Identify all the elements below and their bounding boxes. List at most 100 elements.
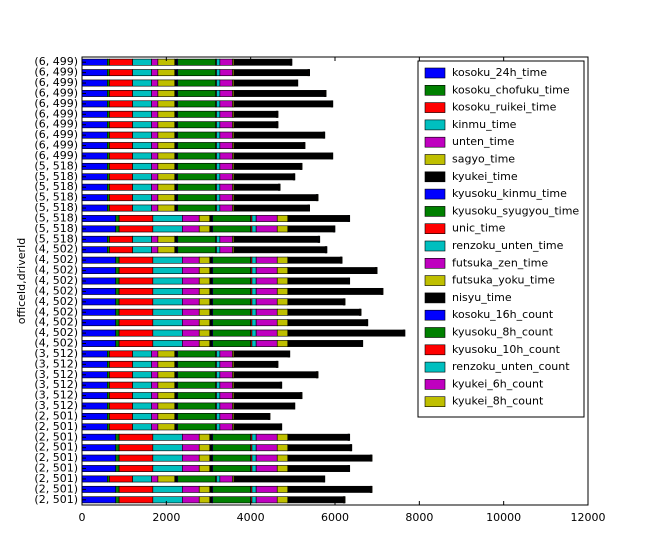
bar-segment (152, 298, 183, 306)
bar-segment (132, 110, 152, 118)
bar-segment (115, 308, 120, 316)
bar-segment (212, 319, 251, 327)
bar-segment (198, 340, 211, 347)
bar-segment (216, 79, 221, 87)
bar-segment (152, 444, 183, 452)
bar-segment (251, 298, 257, 306)
bar-segment (255, 485, 278, 493)
bar-segment (233, 69, 309, 77)
bar-segment (151, 69, 159, 77)
bar-segment (216, 90, 221, 97)
bar-segment (81, 256, 117, 264)
bar-segment (209, 225, 213, 233)
bar-segment (132, 69, 152, 77)
bar-segment (212, 215, 251, 222)
bar-segment (209, 340, 213, 347)
bar-segment (157, 194, 176, 202)
legend-swatch (424, 292, 446, 304)
legend-swatch (424, 119, 446, 131)
bar-segment (198, 277, 211, 285)
bar-segment (107, 183, 110, 191)
bar-segment (219, 152, 233, 160)
bar-segment (287, 465, 349, 472)
bar-segment (81, 267, 117, 275)
bar-segment (216, 402, 221, 410)
bar-segment (177, 79, 216, 87)
bar-segment (151, 162, 159, 170)
bar-segment (287, 340, 362, 347)
legend-swatch (424, 257, 446, 269)
y-tick-label: (3, 512) (34, 368, 78, 381)
bar-segment (177, 392, 216, 400)
bar-segment (81, 433, 117, 441)
bar-segment (219, 350, 233, 358)
bar-segment (216, 152, 221, 160)
bar-segment (177, 413, 216, 420)
bar-segment (151, 79, 159, 87)
bar-segment (216, 69, 221, 77)
bar-segment (182, 454, 200, 462)
bar-segment (216, 392, 221, 400)
bar-segment (182, 465, 200, 472)
bar-segment (233, 79, 297, 87)
bar-segment (174, 100, 178, 108)
bar-segment (177, 58, 216, 66)
bar-segment (209, 287, 213, 295)
bar-segment (152, 267, 183, 275)
bar-segment (107, 152, 110, 160)
bar-segment (177, 371, 216, 379)
bar-segment (132, 142, 152, 149)
bar-segment (276, 329, 289, 337)
bar-segment (216, 381, 221, 389)
legend-swatch (424, 188, 446, 200)
legend: kosoku_24h_time kosoku_chofuku_timekosoku… (417, 60, 585, 418)
bar-segment (233, 194, 317, 202)
bar-segment (174, 142, 178, 149)
bar-segment (132, 360, 152, 368)
bar-segment (174, 173, 178, 181)
bar-segment (198, 267, 211, 275)
bar-segment (107, 246, 110, 254)
bar-segment (182, 319, 200, 327)
bar-segment (219, 475, 233, 483)
bar-segment (81, 444, 117, 452)
legend-swatch (424, 206, 446, 217)
bar-segment (174, 110, 178, 118)
bar-segment (118, 215, 154, 222)
bar-segment (107, 392, 110, 400)
bar-segment (198, 287, 211, 295)
y-tick-label: (4, 502) (34, 264, 78, 277)
bar-segment (219, 100, 233, 108)
bar-segment (212, 287, 251, 295)
bar-segment (132, 90, 152, 97)
bar-segment (109, 152, 133, 160)
bar-segment (255, 277, 278, 285)
bar-segment (219, 110, 233, 118)
bar-segment (157, 381, 176, 389)
bar-segment (233, 235, 319, 243)
bar-segment (276, 340, 289, 347)
bar-segment (81, 496, 117, 504)
bar-segment (115, 444, 120, 452)
x-tick-label: 6000 (321, 511, 349, 524)
legend-label: kyukei_time (452, 170, 518, 183)
bar-segment (151, 58, 159, 66)
bar-segment (152, 277, 183, 285)
bar-segment (276, 267, 289, 275)
y-tick-label: (4, 502) (34, 305, 78, 318)
bar-segment (151, 360, 159, 368)
bar-segment (174, 194, 178, 202)
x-tick-label: 8000 (405, 511, 433, 524)
bar-segment (118, 485, 154, 493)
bar-segment (157, 392, 176, 400)
bar-segment (287, 319, 367, 327)
bar-segment (157, 90, 176, 97)
bar-segment (174, 90, 178, 97)
bar-segment (174, 162, 178, 170)
legend-label: renzoku_unten_count (452, 360, 570, 373)
bar-segment (115, 215, 120, 222)
bar-segment (174, 121, 178, 129)
bar-segment (118, 340, 154, 347)
bar-segment (219, 79, 233, 87)
bar-segment (132, 194, 152, 202)
